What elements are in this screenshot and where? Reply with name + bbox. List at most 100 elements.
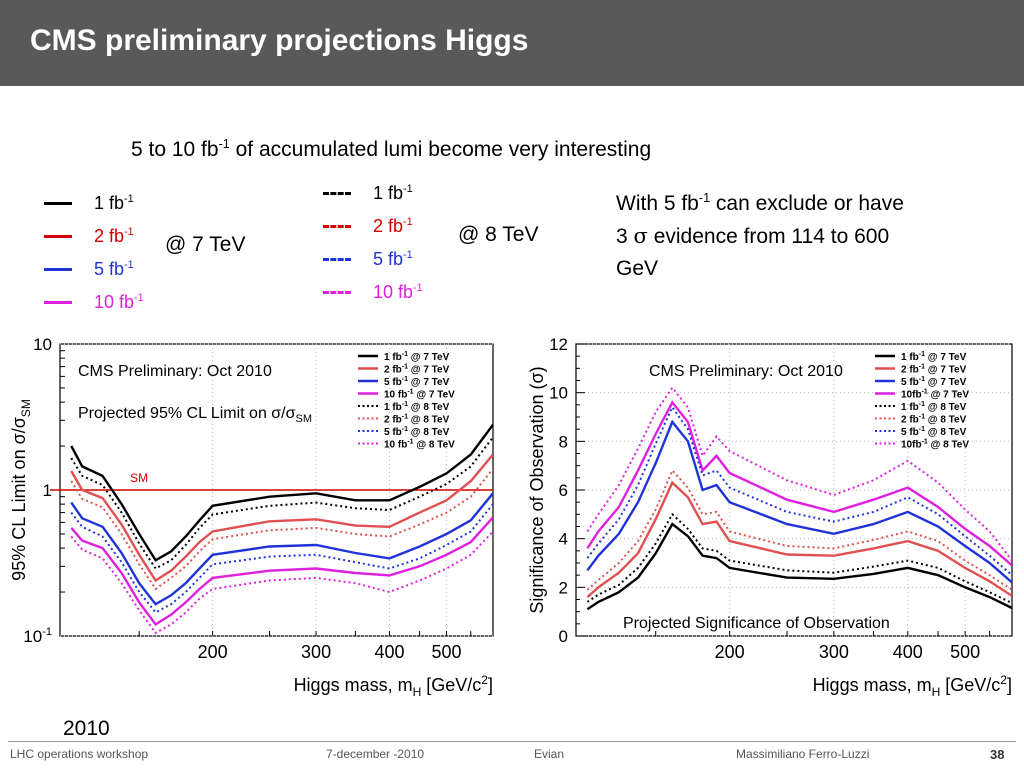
legend-label: 2 fb-1: [94, 226, 134, 246]
sigma-symbol: σ: [633, 224, 648, 248]
x-tick-label: 400: [893, 642, 923, 662]
lead-text: 5 to 10 fb-1 of accumulated lumi become …: [131, 138, 651, 162]
y-tick-label: 1: [43, 481, 52, 500]
series-line-4: [70, 436, 493, 570]
y-tick-label: 0: [559, 627, 568, 646]
y-axis-label: 95% CL Limit on σ/σSM: [9, 399, 33, 581]
energy-label-8tev: @ 8 TeV: [458, 223, 539, 246]
legend-entry: 10 fb-1 @ 7 TeV: [384, 389, 455, 401]
legend-entry: 1 fb-1 @ 8 TeV: [384, 401, 450, 413]
lead-text-post: of accumulated lumi become very interest…: [229, 138, 652, 161]
series-line-1: [586, 480, 1012, 598]
note-line-2: 3 σ evidence from 114 to 600: [616, 224, 890, 248]
series-line-5: [586, 468, 1012, 591]
legend-entry: 2 fb-1 @ 8 TeV: [384, 414, 450, 426]
series-line-3: [586, 400, 1012, 567]
reference-line-label: SM: [130, 471, 148, 485]
legend-entry: 5 fb-1 @ 7 TeV: [901, 376, 967, 388]
legend-8tev-item: 1 fb-1: [323, 183, 413, 204]
series-line-7: [586, 386, 1012, 562]
legend-label: 1 fb-1: [373, 183, 413, 203]
footer-location: Evian: [534, 747, 565, 761]
legend-line-solid: [44, 202, 72, 205]
chart-title: CMS Preliminary: Oct 2010: [649, 363, 843, 380]
legend-label: 1 fb-1: [94, 193, 134, 213]
chart-subtitle: Projected Significance of Observation: [623, 615, 890, 632]
legend-entry: 2 fb-1 @ 8 TeV: [901, 414, 967, 426]
footer: LHC operations workshop 7-december -2010…: [0, 741, 1024, 768]
energy-label-7tev: @ 7 TeV: [165, 233, 246, 256]
legend-line-dashed: [323, 258, 351, 261]
legend-entry: 2 fb-1 @ 7 TeV: [901, 364, 967, 376]
lead-text-pre: 5 to 10 fb: [131, 138, 219, 161]
legend-entry: 10 fb-1 @ 8 TeV: [384, 439, 455, 451]
footer-author: Massimiliano Ferro-Luzzi: [736, 747, 870, 761]
legend-8tev-item: 10 fb-1: [323, 282, 423, 303]
legend-line-dashed: [323, 192, 351, 195]
series-line-0: [586, 522, 1012, 611]
legend-entry: 1 fb-1 @ 7 TeV: [384, 351, 450, 363]
series-line-0: [70, 423, 493, 562]
y-tick-label: 10: [33, 335, 52, 354]
legend-label: 10 fb-1: [373, 282, 423, 302]
y-tick-label: 12: [549, 335, 568, 354]
legend-line-solid: [44, 268, 72, 271]
series-line-2: [70, 492, 493, 606]
footer-date: 7-december -2010: [326, 747, 425, 761]
y-tick-label: 4: [559, 530, 568, 549]
title-bar: CMS preliminary projections Higgs: [0, 0, 1024, 86]
note-line-3: GeV: [616, 257, 659, 280]
series-line-3: [70, 516, 493, 627]
legend-entry: 10fb-1 @ 8 TeV: [901, 439, 969, 451]
legend-label: 2 fb-1: [373, 216, 413, 236]
legend-entry: 1 fb-1 @ 8 TeV: [901, 401, 967, 413]
y-tick-label: 10: [549, 384, 568, 403]
legend-7tev-item: 10 fb-1: [44, 292, 144, 313]
x-axis-label: Higgs mass, mH [GeV/c2]: [813, 673, 1012, 699]
footer-event: LHC operations workshop: [10, 747, 149, 761]
x-tick-label: 500: [431, 642, 461, 662]
chart-subtitle: Projected 95% CL Limit on σ/σSM: [78, 405, 312, 425]
x-tick-label: 400: [374, 642, 404, 662]
note-line-1: With 5 fb-1 can exclude or have: [616, 191, 904, 215]
x-tick-label: 300: [819, 642, 849, 662]
legend-line-solid: [44, 235, 72, 238]
x-axis-label: Higgs mass, mH [GeV/c2]: [294, 673, 493, 699]
legend-entry: 2 fb-1 @ 7 TeV: [384, 364, 450, 376]
y-tick-label: 2: [559, 578, 568, 597]
footer-divider: [8, 741, 1016, 742]
legend-label: 5 fb-1: [373, 249, 413, 269]
x-tick-label: 500: [950, 642, 980, 662]
y-axis-label: Significance of Observation (σ): [527, 366, 547, 613]
series-line-5: [70, 468, 493, 591]
legend-line-dashed: [323, 291, 351, 294]
legend-8tev-item: 2 fb-1: [323, 216, 413, 237]
legend-entry: 5 fb-1 @ 7 TeV: [384, 376, 450, 388]
series-line-2: [586, 419, 1012, 584]
series-line-1: [70, 453, 493, 583]
legend-entry: 1 fb-1 @ 7 TeV: [901, 351, 967, 363]
legend-line-solid: [44, 301, 72, 304]
legend-entry: 5 fb-1 @ 8 TeV: [901, 426, 967, 438]
legend-label: 10 fb-1: [94, 292, 144, 312]
x-tick-label: 300: [301, 642, 331, 662]
x-tick-label: 200: [715, 642, 745, 662]
series-line-6: [586, 405, 1012, 576]
x-tick-label: 200: [198, 642, 228, 662]
slide-title: CMS preliminary projections Higgs: [30, 24, 529, 57]
year-label: 2010: [63, 717, 110, 740]
legend-7tev-item: 5 fb-1: [44, 259, 134, 280]
footer-page-number: 38: [990, 747, 1005, 762]
y-tick-label: 8: [559, 432, 568, 451]
chart-title: CMS Preliminary: Oct 2010: [78, 363, 272, 380]
legend-line-dashed: [323, 225, 351, 228]
note-text: With 5 fb-1 can exclude or have 3 σ evid…: [616, 188, 904, 285]
legend-entry: 5 fb-1 @ 8 TeV: [384, 426, 450, 438]
y-tick-label: 6: [559, 481, 568, 500]
y-tick-label: 10-1: [23, 626, 52, 646]
legend-entry: 10fb-1 @ 7 TeV: [901, 389, 969, 401]
lead-text-sup: -1: [218, 137, 230, 151]
legend-7tev-item: 1 fb-1: [44, 193, 134, 214]
